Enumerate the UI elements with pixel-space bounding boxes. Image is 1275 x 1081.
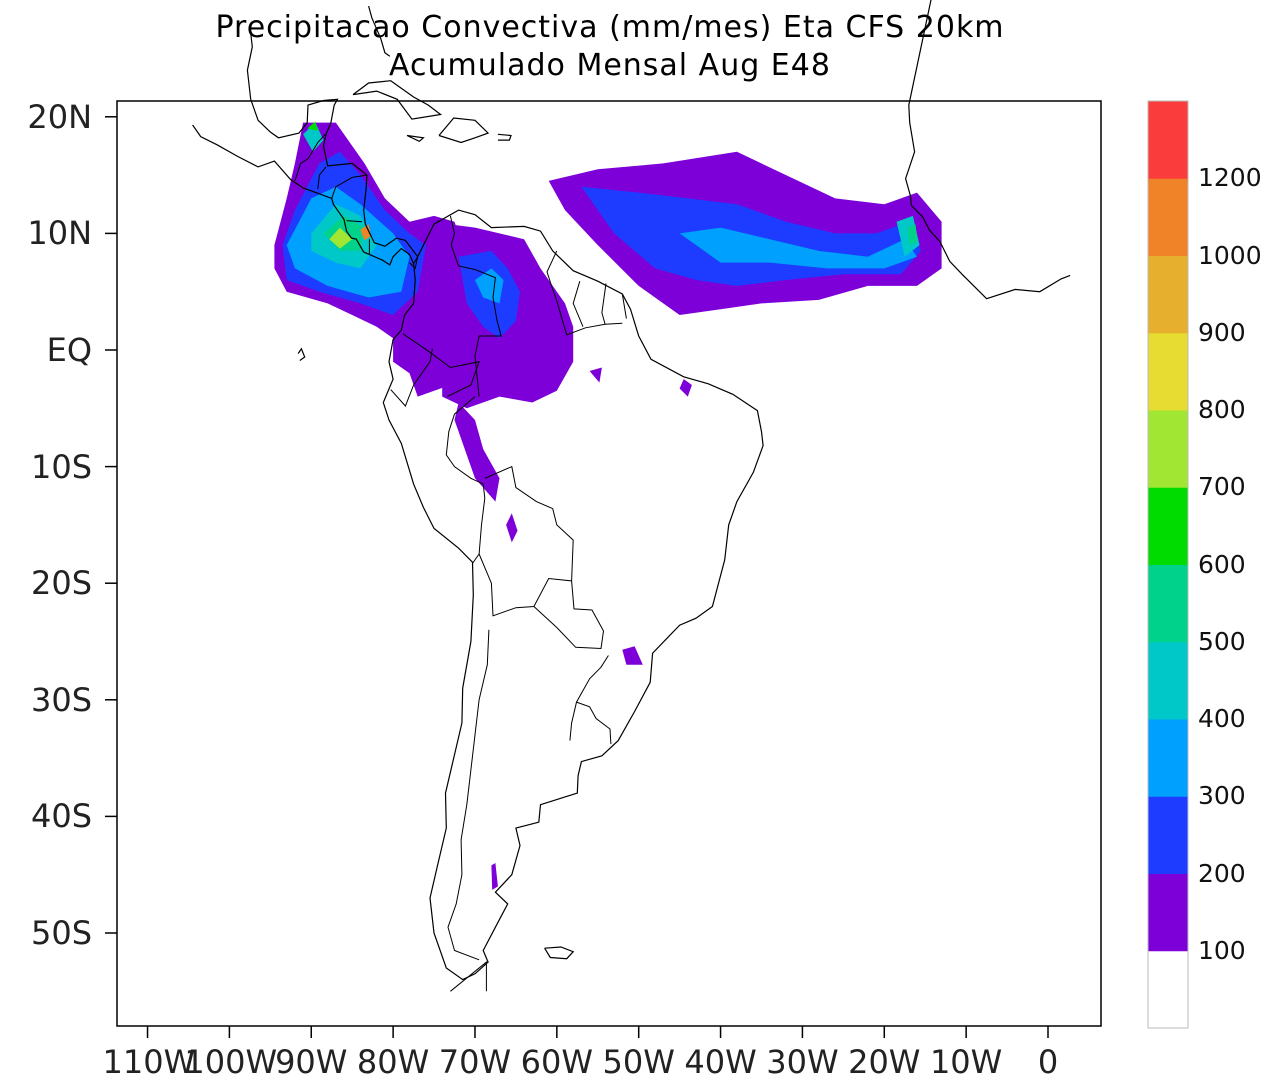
coastline-hispaniola	[438, 117, 490, 144]
country-border	[449, 215, 502, 397]
colorbar-segment	[1148, 564, 1188, 643]
precipitation-field	[274, 121, 942, 890]
colorbar-segment	[1148, 410, 1188, 488]
colorbar-label: 500	[1198, 626, 1246, 656]
lon-label: 20W	[848, 1043, 921, 1081]
colorbar-segment	[1148, 487, 1188, 565]
colorbar-label: 900	[1198, 317, 1246, 347]
colorbar-frame	[1147, 100, 1189, 1029]
coastline-florida	[368, 5, 391, 57]
chart-title: Precipitacao Convectiva (mm/mes) Eta CFS…	[215, 10, 1005, 45]
country-border	[331, 174, 367, 199]
lon-label: 50W	[602, 1043, 675, 1081]
coastline-yucatanGulf	[246, 25, 253, 100]
map-frame	[116, 100, 1102, 1027]
coastline-cuba	[352, 80, 443, 120]
coastlines	[192, 0, 1071, 992]
lon-label: 110W	[102, 1043, 196, 1081]
coastline-centralAmerica	[250, 98, 419, 258]
colorbar-label: 300	[1198, 781, 1246, 811]
precip-area	[307, 121, 318, 131]
lat-label: 20S	[30, 564, 92, 603]
colorbar-label: 1000	[1198, 240, 1262, 270]
country-border	[478, 465, 574, 617]
coastline-puertoRico	[497, 133, 512, 141]
coastline-centralAmericaPacific	[192, 124, 415, 266]
chart-subtitle: Acumulado Mensal Aug E48	[389, 48, 831, 83]
country-border	[409, 256, 419, 270]
precip-area	[589, 367, 602, 383]
lon-label: 90W	[275, 1043, 348, 1081]
lon-label: 60W	[520, 1043, 593, 1081]
colorbar	[1147, 100, 1189, 1029]
colorbar-segment	[1148, 873, 1188, 952]
country-border	[621, 293, 627, 319]
colorbar-segment	[1148, 950, 1188, 1029]
colorbar-segment	[1148, 332, 1188, 411]
precip-area	[475, 268, 504, 304]
coastline-southAmerica	[382, 209, 764, 981]
country-border	[402, 333, 480, 398]
lon-label: 30W	[766, 1043, 839, 1081]
colorbar-segment	[1148, 719, 1188, 797]
country-border	[346, 220, 363, 223]
lat-label: 40S	[30, 797, 92, 836]
coastline-africa	[904, 0, 1071, 300]
precip-area	[506, 513, 518, 543]
lon-label: 100W	[184, 1043, 278, 1081]
country-border	[450, 961, 487, 992]
country-border	[546, 250, 623, 336]
precip-area	[303, 122, 324, 152]
lat-label: 10S	[30, 447, 92, 486]
coastline-galapagos	[297, 347, 306, 361]
colorbar-label: 1200	[1198, 163, 1262, 193]
country-border	[533, 580, 605, 650]
country-border	[601, 283, 607, 325]
lat-label: 50S	[30, 914, 92, 952]
country-border	[445, 396, 486, 564]
colorbar-segment	[1148, 255, 1188, 334]
colorbar-label: 800	[1198, 395, 1246, 424]
colorbar-segment	[1148, 796, 1188, 874]
lon-label: 80W	[356, 1043, 430, 1081]
lat-label: 10N	[27, 214, 92, 253]
country-border	[576, 701, 612, 745]
precip-area	[360, 224, 371, 241]
country-border	[390, 348, 433, 407]
lon-label: 40W	[684, 1043, 757, 1081]
colorbar-segment	[1148, 641, 1188, 720]
precip-area	[329, 227, 353, 249]
country-border	[572, 281, 584, 327]
country-border	[317, 166, 327, 190]
lon-label: 70W	[438, 1043, 512, 1081]
colorbar-label: 600	[1198, 549, 1246, 579]
colorbar-label: 400	[1198, 704, 1246, 733]
precip-area	[679, 379, 692, 397]
precip-area	[454, 402, 500, 502]
precip-area	[907, 224, 918, 246]
country-border	[569, 655, 609, 741]
precip-area	[679, 227, 917, 269]
country-border	[447, 629, 490, 961]
colorbar-segment	[1148, 101, 1188, 179]
lat-label: EQ	[46, 331, 92, 369]
colorbar-label: 700	[1198, 472, 1246, 502]
precip-area	[622, 646, 643, 665]
axis-ticks	[105, 116, 1049, 1038]
colorbar-label: 100	[1198, 935, 1246, 965]
lon-label: 10W	[929, 1043, 1003, 1081]
lat-label: 20N	[27, 97, 92, 136]
lon-label: 0	[1037, 1043, 1059, 1081]
coastline-jamaica	[406, 134, 425, 143]
country-border	[294, 133, 326, 182]
colorbar-segment	[1148, 178, 1188, 256]
coastline-falklands	[544, 946, 575, 960]
colorbar-label: 200	[1198, 858, 1246, 888]
lat-label: 30S	[30, 680, 92, 719]
precip-area	[491, 863, 498, 890]
